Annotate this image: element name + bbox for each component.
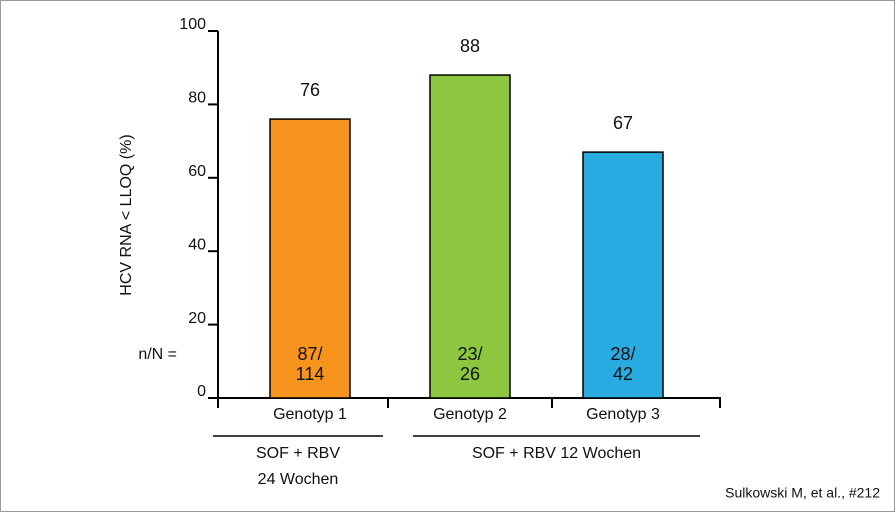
value-label: 88: [460, 36, 480, 56]
group-label: 24 Wochen: [258, 471, 339, 488]
y-axis-label: HCV RNA < LLOQ (%): [118, 134, 135, 295]
y-tick-label: 0: [197, 383, 206, 400]
y-tick-label: 60: [188, 163, 206, 180]
n-label: 26: [460, 364, 480, 384]
n-prefix: n/N =: [138, 346, 177, 363]
x-tick-label: Genotyp 3: [586, 406, 660, 423]
y-tick-label: 40: [188, 236, 206, 253]
n-label: 28/: [610, 344, 635, 364]
y-tick-label: 100: [179, 16, 206, 33]
n-label: 23/: [457, 344, 482, 364]
x-tick-label: Genotyp 2: [433, 406, 507, 423]
group-label: SOF + RBV: [256, 445, 340, 462]
group-label: SOF + RBV 12 Wochen: [472, 445, 641, 462]
bar: [429, 74, 511, 399]
value-label: 76: [300, 80, 320, 100]
bar: [582, 151, 664, 399]
x-tick-label: Genotyp 1: [273, 406, 347, 423]
n-label: 42: [613, 364, 633, 384]
bar: [269, 118, 351, 399]
source: Sulkowski M, et al., #212: [725, 485, 880, 501]
value-label: 67: [613, 113, 633, 133]
n-label: 87/: [297, 344, 322, 364]
y-tick-label: 80: [188, 90, 206, 107]
n-label: 114: [296, 364, 325, 384]
y-tick-label: 20: [188, 310, 206, 327]
